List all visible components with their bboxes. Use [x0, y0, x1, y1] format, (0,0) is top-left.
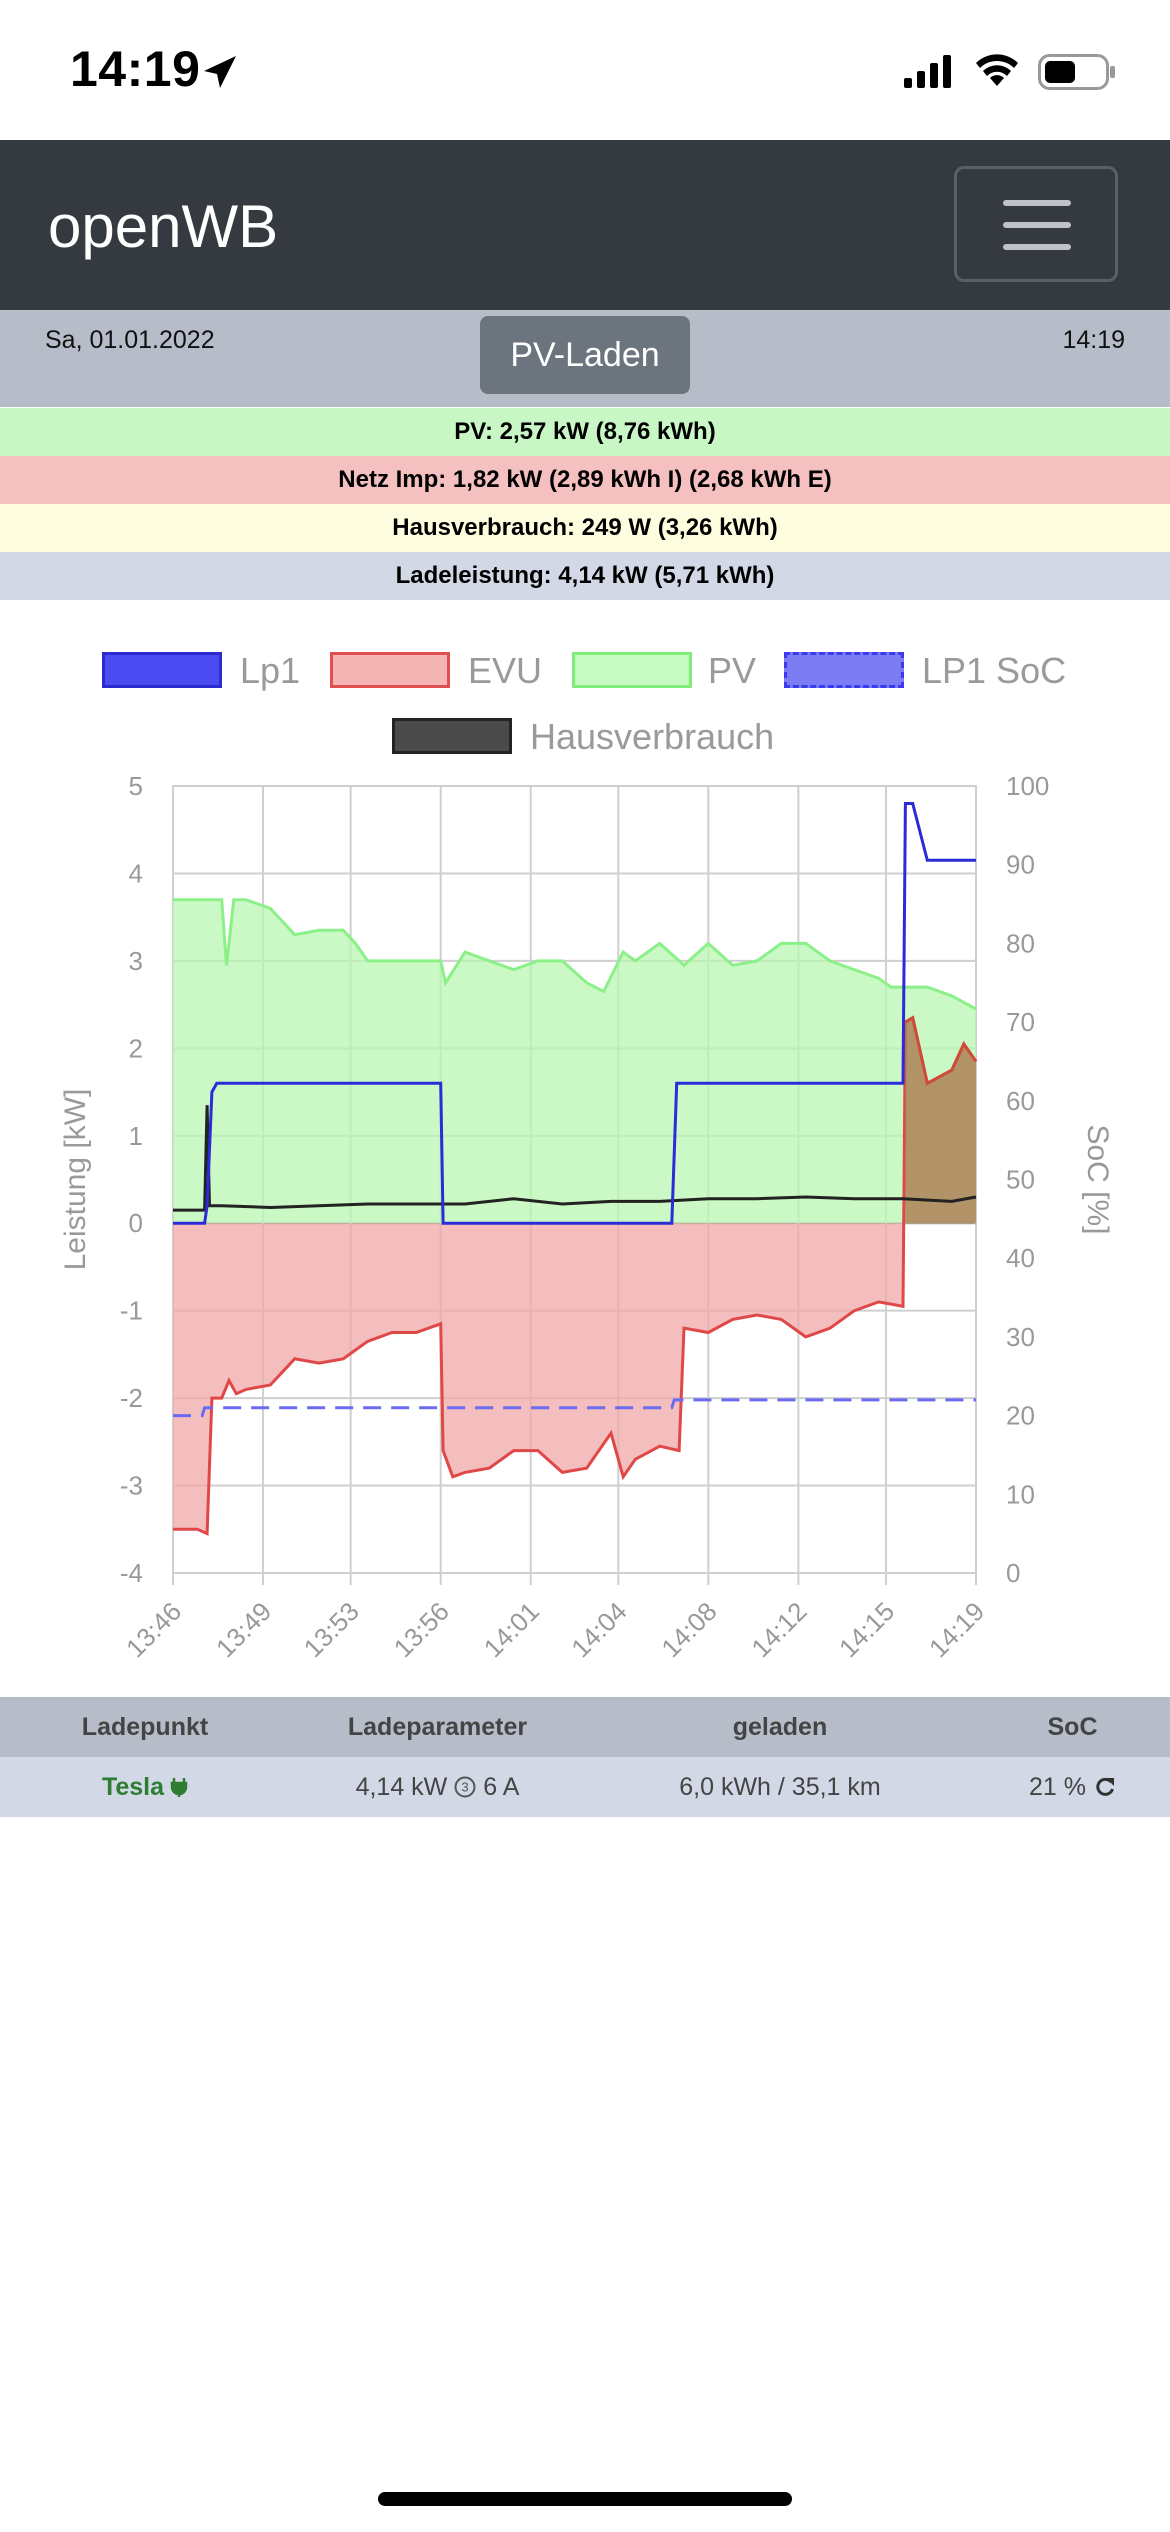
y-tick-label: -4: [120, 1558, 143, 1588]
y2-tick-label: 100: [1006, 771, 1049, 801]
header-soc: SoC: [1047, 1712, 1098, 1741]
legend-swatch-house[interactable]: [392, 718, 512, 754]
evu-positive-line: [904, 1015, 978, 1086]
pv-series-line: [173, 898, 977, 1011]
pv-summary: PV: 2,57 kW (8,76 kWh): [0, 408, 1170, 456]
refresh-icon[interactable]: [1094, 1776, 1116, 1798]
table-row: Tesla 4,14 kW 3 6 A 6,0 kWh / 35,1 km 21…: [0, 1757, 1170, 1817]
y-tick-label: 1: [129, 1121, 143, 1151]
house-series-line: [173, 1105, 977, 1212]
chargepoint-label: Tesla: [101, 1772, 165, 1801]
x-tick-label: 14:04: [565, 1596, 632, 1663]
legend-swatch-pv[interactable]: [572, 652, 692, 688]
legend-swatch-soc[interactable]: [784, 652, 904, 688]
x-tick-label: 13:53: [298, 1596, 365, 1663]
x-tick-label: 14:01: [478, 1596, 545, 1663]
location-arrow-icon: [204, 56, 236, 88]
evu-series-line: [173, 1015, 978, 1536]
chargepoint-name[interactable]: Tesla: [0, 1757, 290, 1817]
x-tick-label: 14:15: [833, 1596, 900, 1663]
x-tick-label: 14:19: [923, 1596, 990, 1663]
pv-series-area: [173, 899, 976, 1224]
legend-swatch-lp1[interactable]: [102, 652, 222, 688]
y2-axis-title: SoC [%]: [1081, 1124, 1114, 1234]
x-tick-label: 14:08: [655, 1596, 722, 1663]
legend-label-lp1[interactable]: Lp1: [240, 650, 301, 691]
y2-tick-label: 90: [1006, 850, 1035, 880]
x-tick-label: 14:12: [745, 1596, 812, 1663]
y-tick-label: 2: [129, 1033, 143, 1063]
y-tick-label: 3: [129, 946, 143, 976]
y2-tick-label: 70: [1006, 1007, 1035, 1037]
y2-tick-label: 50: [1006, 1165, 1035, 1195]
plug-icon: [170, 1778, 188, 1797]
legend-swatch-evu[interactable]: [330, 652, 450, 688]
charged-amount: 6,0 kWh / 35,1 km: [679, 1772, 881, 1801]
y2-tick-label: 80: [1006, 928, 1035, 958]
soc-cell[interactable]: 21 %: [975, 1757, 1170, 1817]
x-tick-label: 13:49: [210, 1596, 277, 1663]
x-tick-label: 13:56: [388, 1596, 455, 1663]
soc-value: 21 %: [1029, 1772, 1086, 1801]
grid-summary: Netz Imp: 1,82 kW (2,89 kWh I) (2,68 kWh…: [0, 456, 1170, 504]
y2-tick-label: 30: [1006, 1322, 1035, 1352]
header-geladen: geladen: [732, 1712, 828, 1741]
y-tick-label: 4: [129, 858, 143, 888]
y-tick-label: 0: [129, 1208, 143, 1238]
y-tick-label: -2: [120, 1383, 143, 1413]
battery-icon: [1038, 54, 1115, 90]
cellular-signal-icon: [904, 55, 951, 88]
y2-tick-label: 60: [1006, 1086, 1035, 1116]
y2-tick-label: 40: [1006, 1243, 1035, 1273]
legend-label-house[interactable]: Hausverbrauch: [530, 716, 775, 757]
info-row: Sa, 01.01.2022 PV-Laden 14:19: [0, 310, 1170, 407]
y-axis-title: Leistung [kW]: [59, 1089, 92, 1271]
home-indicator: [378, 2492, 792, 2506]
status-time: 14:19: [70, 41, 201, 97]
charge-amps: 6 A: [483, 1772, 520, 1801]
charge-mode-button[interactable]: PV-Laden: [480, 316, 690, 394]
phase-3-icon: 3: [454, 1776, 476, 1798]
house-summary: Hausverbrauch: 249 W (3,26 kWh): [0, 504, 1170, 552]
evu-series-area: [173, 1017, 976, 1534]
date-label: Sa, 01.01.2022: [45, 326, 215, 354]
table-header: Ladepunkt Ladeparameter geladen SoC: [0, 1697, 1170, 1757]
y-tick-label: 5: [129, 771, 143, 801]
charge-power: 4,14 kW: [355, 1772, 448, 1801]
clock-label: 14:19: [1062, 326, 1125, 354]
y-tick-label: -3: [120, 1471, 143, 1501]
legend-label-evu[interactable]: EVU: [468, 650, 543, 691]
header-ladepunkt: Ladepunkt: [81, 1712, 209, 1741]
header-ladeparameter: Ladeparameter: [347, 1712, 528, 1741]
brand-logo[interactable]: openWB: [48, 193, 279, 260]
navbar: openWB: [0, 140, 1170, 310]
svg-text:3: 3: [462, 1780, 469, 1795]
chart-legend: Lp1 EVU PV LP1 SoC Hausverbrauch: [0, 640, 1170, 770]
y2-tick-label: 20: [1006, 1401, 1035, 1431]
hamburger-icon: [957, 169, 1115, 279]
legend-label-pv[interactable]: PV: [708, 650, 757, 691]
x-tick-label: 13:46: [120, 1596, 187, 1663]
wifi-icon: [976, 54, 1018, 86]
lp1-series-line: [173, 802, 976, 1225]
y2-tick-label: 0: [1006, 1558, 1020, 1588]
menu-toggle-button[interactable]: [954, 166, 1118, 282]
status-bar: 14:19: [0, 0, 1170, 140]
soc-series-line: [173, 1398, 976, 1418]
legend-label-soc[interactable]: LP1 SoC: [922, 650, 1067, 691]
y2-tick-label: 10: [1006, 1479, 1035, 1509]
charge-summary: Ladeleistung: 4,14 kW (5,71 kWh): [0, 552, 1170, 600]
charge-parameters: 4,14 kW 3 6 A: [290, 1757, 585, 1817]
y-tick-label: -1: [120, 1296, 143, 1326]
power-chart: 543210-1-2-3-4100908070605040302010013:4…: [59, 771, 1114, 1663]
